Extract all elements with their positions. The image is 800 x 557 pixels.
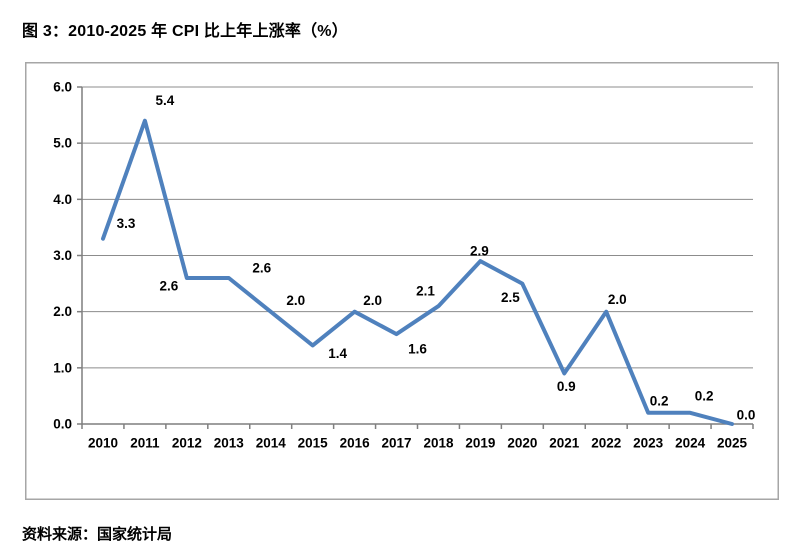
x-tick-label: 2019	[465, 436, 495, 451]
y-tick-label: 0.0	[53, 417, 72, 432]
x-tick-label: 2015	[298, 436, 329, 451]
data-label: 0.2	[650, 393, 669, 408]
y-axis: 0.0 1.0 2.0 3.0 4.0 5.0 6.0	[53, 80, 83, 432]
data-label: 2.6	[159, 278, 178, 293]
x-tick-label: 2021	[549, 436, 580, 451]
x-tick-label: 2014	[256, 436, 287, 451]
x-tick-label: 2024	[675, 436, 706, 451]
data-label: 2.0	[286, 293, 305, 308]
data-label: 0.2	[695, 388, 714, 403]
y-tick-label: 5.0	[53, 136, 72, 151]
y-tick-label: 4.0	[53, 192, 72, 207]
data-label: 1.4	[328, 346, 347, 361]
x-tick-label: 2011	[130, 436, 160, 451]
data-label: 0.9	[557, 379, 576, 394]
x-tick-label: 2025	[717, 436, 748, 451]
cpi-series-line	[101, 118, 734, 426]
x-tick-label: 2023	[633, 436, 664, 451]
x-tick-label: 2013	[214, 436, 245, 451]
x-axis: 2010 2011 2012 2013 2014 2015 2016 2017 2018 2019…	[81, 423, 754, 451]
data-label: 3.3	[117, 216, 136, 231]
data-label: 2.6	[252, 260, 271, 275]
data-label: 2.9	[470, 244, 489, 259]
y-tick-label: 1.0	[53, 360, 72, 375]
x-tick-label: 2022	[591, 436, 621, 451]
y-tick-label: 2.0	[53, 304, 72, 319]
x-tick-label: 2017	[382, 436, 412, 451]
x-tick-label: 2012	[172, 436, 202, 451]
chart-frame: 0.0 1.0 2.0 3.0 4.0 5.0 6.0 2010 2011 2012 2013 201…	[25, 62, 779, 500]
x-tick-label: 2018	[423, 436, 454, 451]
data-label: 1.6	[408, 342, 427, 357]
x-tick-label: 2010	[88, 436, 118, 451]
data-label: 2.0	[363, 293, 382, 308]
y-tick-label: 6.0	[53, 80, 72, 95]
data-label: 0.0	[737, 408, 756, 423]
chart-border	[25, 62, 779, 500]
data-label: 2.1	[416, 284, 435, 299]
x-tick-label: 2020	[507, 436, 537, 451]
data-label: 2.5	[501, 290, 520, 305]
x-tick-label: 2016	[340, 436, 371, 451]
data-labels: 3.3 5.4 2.6 2.6 2.0 1.4 2.0 1.6 2.1 2.9 2.5 0.9 2.0 0…	[117, 93, 756, 422]
chart-title: 图 3：2010-2025 年 CPI 比上年上涨率（%）	[22, 23, 348, 40]
data-label: 2.0	[608, 292, 627, 307]
source-note: 资料来源：国家统计局	[22, 526, 173, 543]
data-label: 5.4	[156, 93, 175, 108]
y-gridlines	[82, 86, 753, 369]
y-tick-label: 3.0	[53, 248, 72, 263]
